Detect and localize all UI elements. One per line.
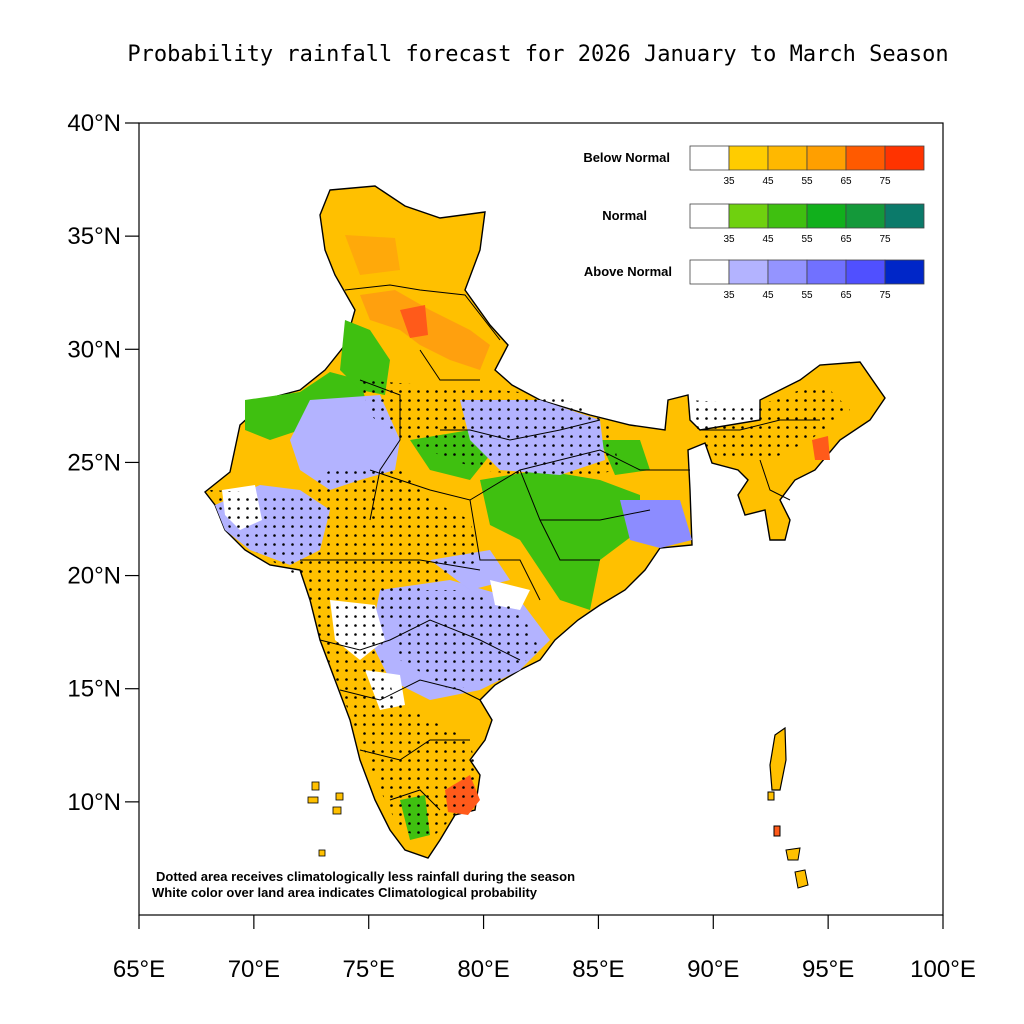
legend-swatch [806,259,847,285]
state-boundaries [300,284,820,811]
lon-tick-label: 95°E [802,956,854,983]
legend-swatch [845,145,886,171]
lat-tick-label: 20°N [67,563,121,590]
legend-swatch [689,259,730,285]
lakshadweep-islands [307,781,344,857]
normal-central [480,470,640,610]
legend-tick-label: 55 [801,176,813,187]
lat-tick-label: 40°N [67,110,121,137]
lon-tick-label: 100°E [910,956,976,983]
legend-tick-label: 35 [723,290,735,301]
legend-swatch [728,203,769,229]
normal-punjab [340,320,390,395]
legend-category-title: Normal [602,208,647,223]
legend-tick-label: 75 [879,234,891,245]
legend-swatch [728,145,769,171]
legend-tick-label: 35 [723,234,735,245]
latitude-axis: 10°N 15°N 20°N 25°N 30°N 35°N 40°N [67,110,139,816]
legend-swatch [728,259,769,285]
legend-category-title: Above Normal [584,264,672,279]
andaman-nicobar-islands [767,726,809,889]
dotted-northeast [690,390,850,460]
legend-swatch [884,259,925,285]
above-rajasthan [290,395,400,490]
legend-tick-label: 75 [879,176,891,187]
note-white: White color over land area indicates Cli… [152,885,538,900]
below-strong-kashmir [345,235,400,275]
lat-tick-label: 10°N [67,789,121,816]
legend-tick-label: 45 [762,234,774,245]
legend-tick-label: 65 [840,234,852,245]
below-red-north [400,305,428,338]
legend-swatch [806,203,847,229]
legend-tick-label: 65 [840,176,852,187]
legend-tick-label: 35 [723,176,735,187]
longitude-axis: 65°E 70°E 75°E 80°E 85°E 90°E 95°E 100°E [113,915,976,983]
legend: Below Normal 35 45 55 65 75 Normal 35 45 55 65 75 Ab… [583,145,925,301]
legend-swatch [845,203,886,229]
map-frame [138,122,944,916]
dotted-west [210,470,480,840]
legend-tick-label: 55 [801,234,813,245]
lon-tick-label: 85°E [572,956,624,983]
map-content [204,185,886,889]
lat-tick-label: 15°N [67,676,121,703]
legend-tick-label: 65 [840,290,852,301]
note-dotted: Dotted area receives climatologically le… [156,869,575,884]
legend-swatch [767,145,808,171]
legend-swatch [689,203,730,229]
legend-swatch [845,259,886,285]
lon-tick-label: 80°E [457,956,509,983]
legend-swatch [884,145,925,171]
legend-swatch [689,145,730,171]
lon-tick-label: 90°E [687,956,739,983]
map-title: Probability rainfall forecast for 2026 J… [127,42,949,67]
below-red-northeast [812,436,830,460]
legend-tick-label: 55 [801,290,813,301]
dotted-deccan [390,590,540,690]
white-ap [490,580,530,610]
legend-swatch [767,259,808,285]
lon-tick-label: 65°E [113,956,165,983]
lon-tick-label: 70°E [228,956,280,983]
legend-swatch [884,203,925,229]
legend-swatch [806,145,847,171]
lat-tick-label: 25°N [67,449,121,476]
dotted-north [360,380,620,480]
lon-tick-label: 75°E [343,956,395,983]
legend-tick-label: 75 [879,290,891,301]
legend-tick-label: 45 [762,290,774,301]
legend-tick-label: 45 [762,176,774,187]
legend-category-title: Below Normal [583,150,670,165]
legend-swatch [767,203,808,229]
lat-tick-label: 35°N [67,223,121,250]
lat-tick-label: 30°N [67,336,121,363]
